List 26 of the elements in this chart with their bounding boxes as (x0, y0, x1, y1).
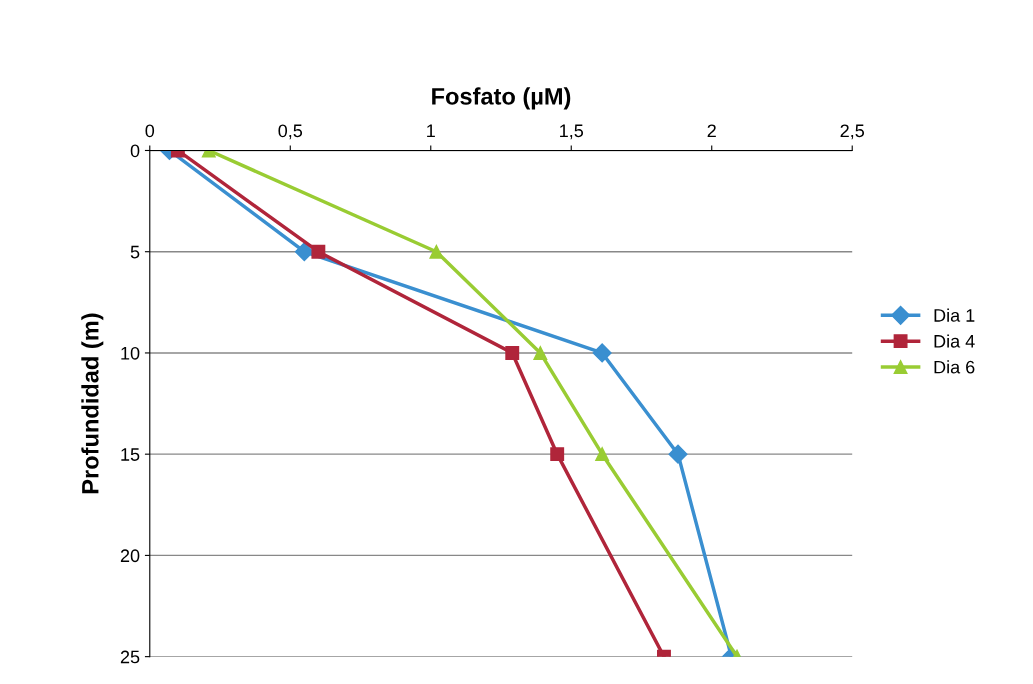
point (595, 447, 610, 462)
point (668, 444, 688, 464)
point (294, 242, 314, 262)
x-tick-label: 0,5 (278, 124, 303, 140)
x-tick-label: 1,5 (560, 124, 584, 140)
legend-label: Dia 6 (934, 360, 975, 374)
point (311, 244, 326, 259)
y-tick-label: 10 (121, 346, 140, 360)
x-tick-label: 1 (427, 124, 435, 138)
legend-label: Dia 1 (934, 308, 975, 322)
y-tick-label: 5 (130, 245, 140, 259)
point (429, 244, 444, 259)
y-tick-label: 15 (121, 448, 140, 461)
y-axis-title: Profundidad (m) (81, 313, 104, 494)
point (505, 345, 520, 360)
legend-label: Dia 4 (934, 334, 975, 348)
point (533, 345, 548, 360)
y-tick-label: 0 (130, 144, 140, 158)
x-axis-title: Fosfato (µM) (432, 87, 571, 110)
point (592, 343, 612, 363)
x-tick-label: 2,5 (840, 124, 865, 140)
point (550, 447, 565, 462)
x-tick-label: 0 (145, 124, 155, 138)
x-tick-label: 2 (707, 124, 716, 138)
y-tick-label: 20 (120, 549, 140, 563)
y-tick-label: 25 (120, 650, 140, 664)
